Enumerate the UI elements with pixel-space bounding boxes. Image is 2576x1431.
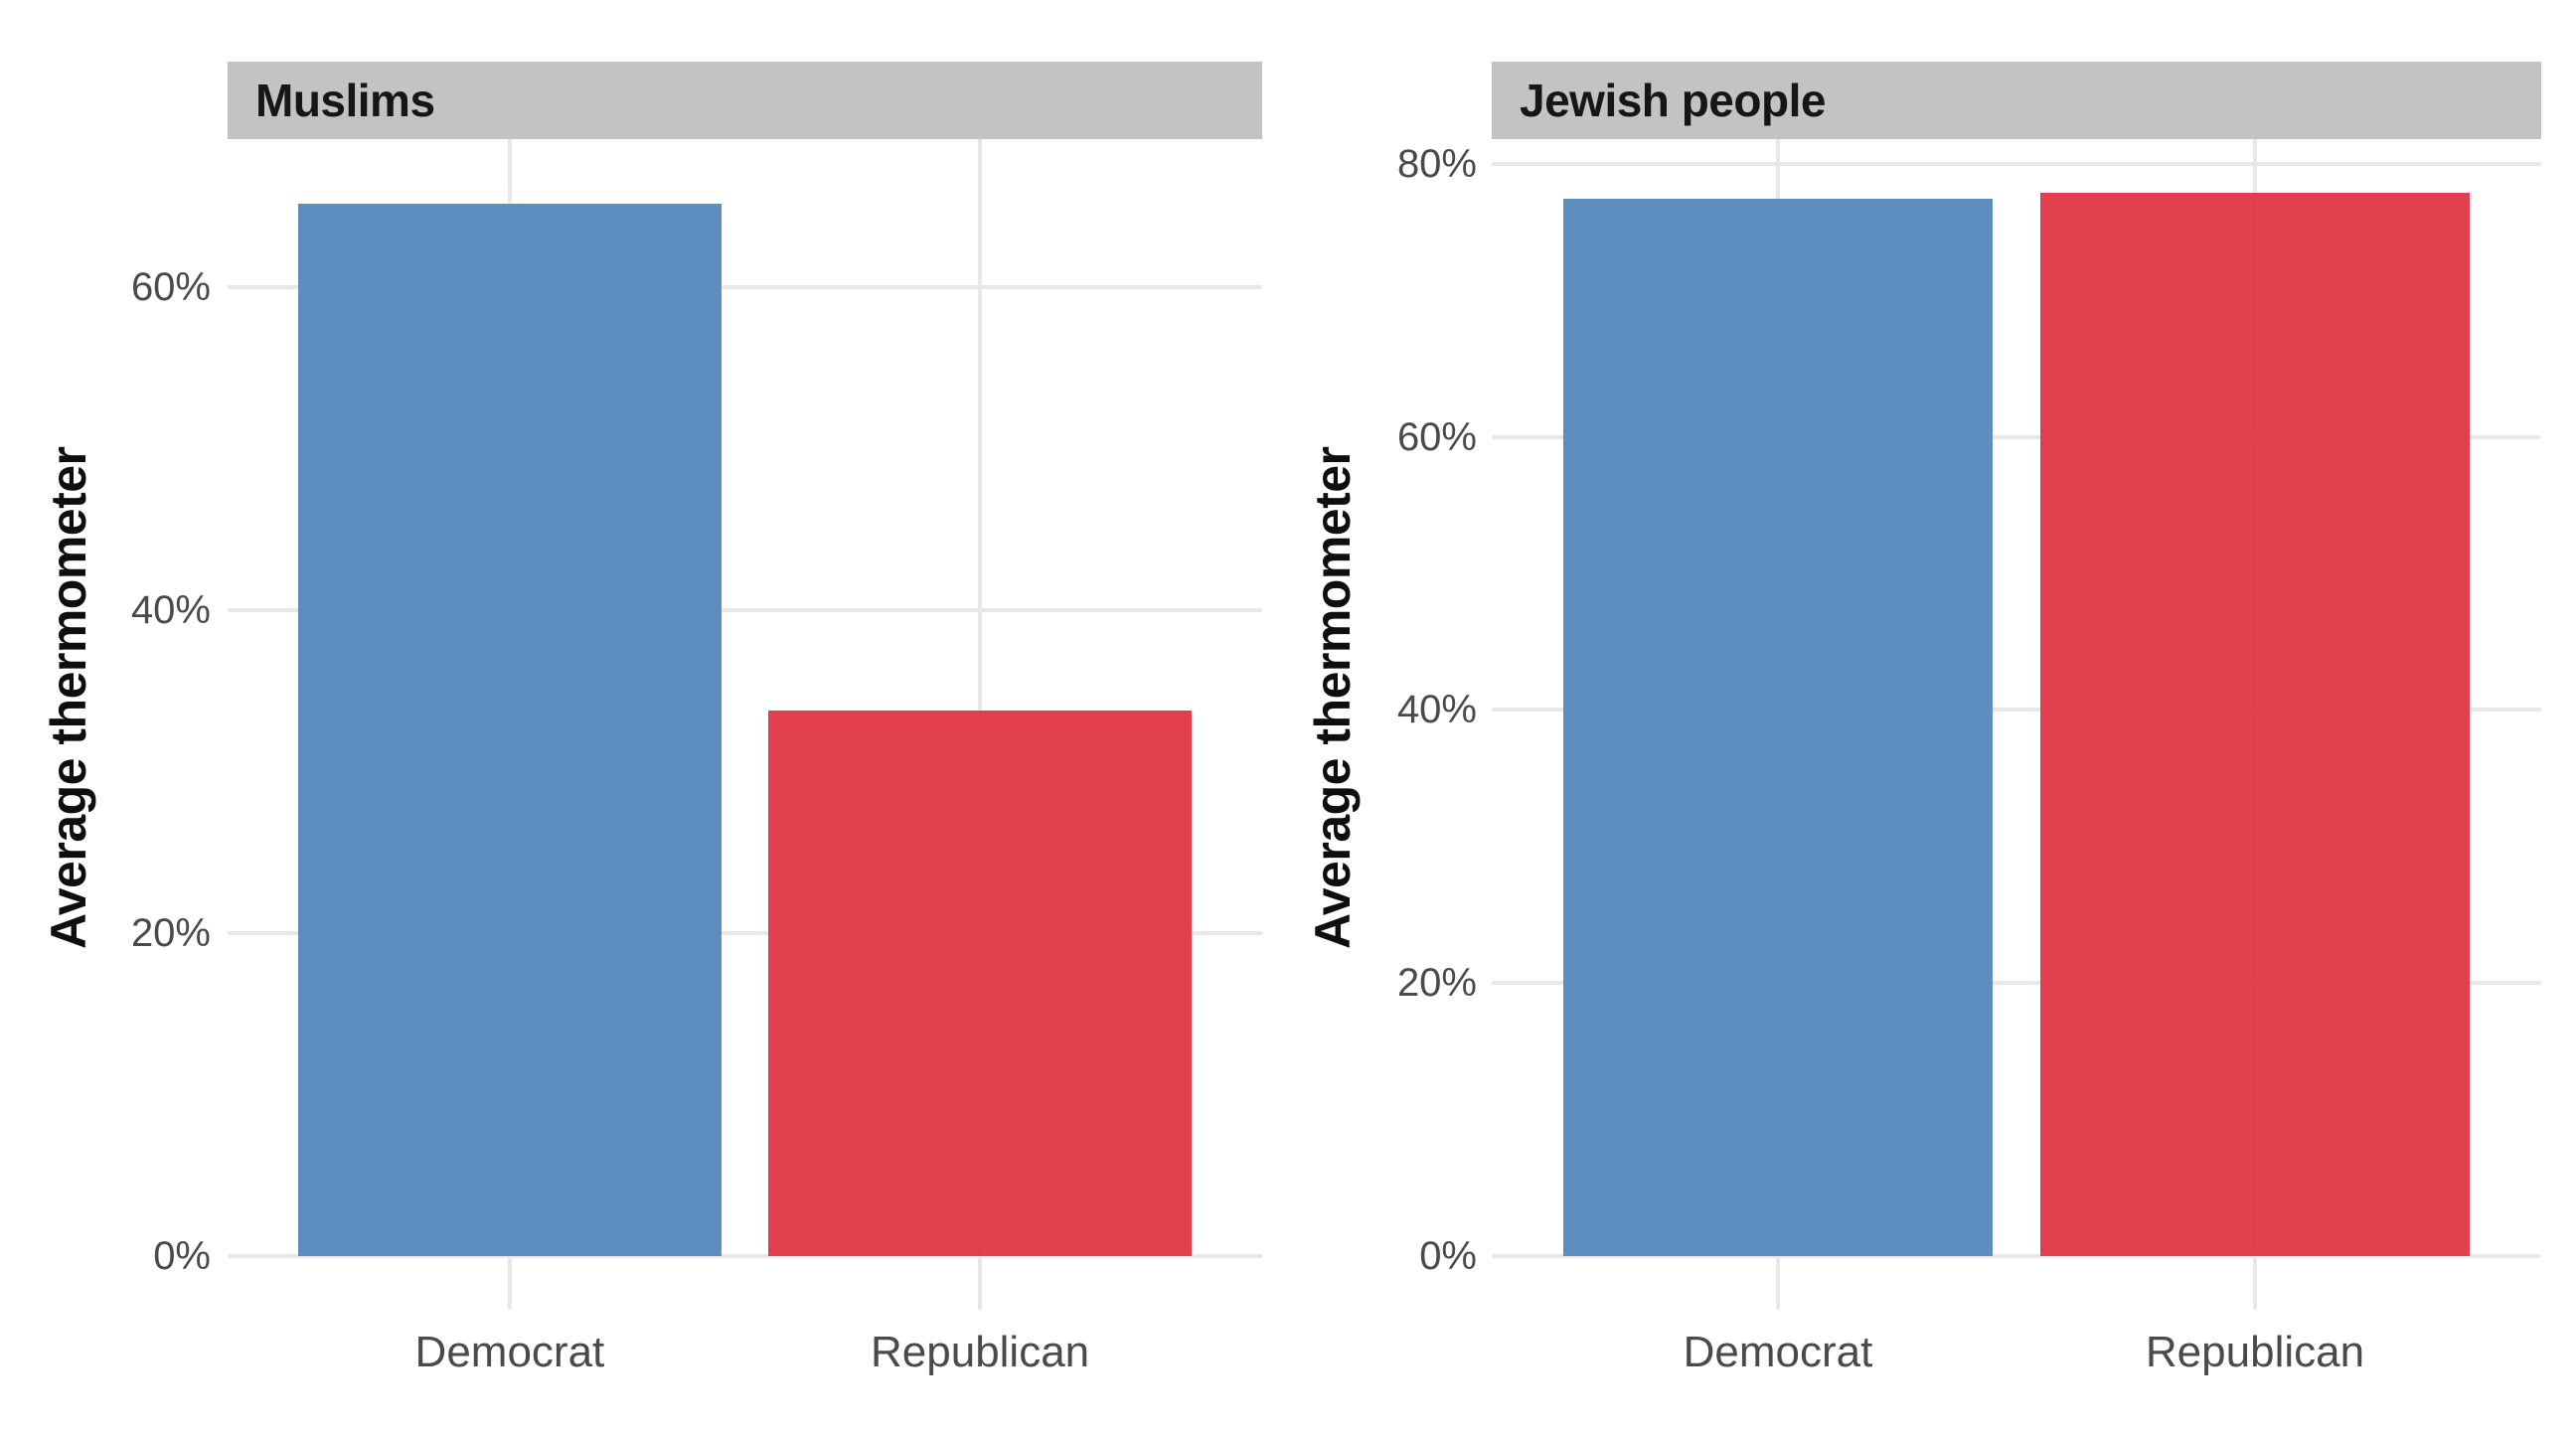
v-gridline	[507, 139, 512, 1256]
h-gridline	[228, 285, 1262, 290]
y-tick-label: 20%	[1396, 961, 1477, 1006]
facet-strip: Muslims	[228, 62, 1262, 139]
y-tick-label: 0%	[153, 1234, 211, 1278]
x-category-label: Democrat	[1683, 1328, 1873, 1376]
v-gridline	[1776, 139, 1780, 1256]
bar-republican	[768, 710, 1193, 1256]
h-gridline	[228, 1254, 1262, 1258]
v-gridline	[978, 139, 983, 1256]
facet-title: Jewish people	[1520, 75, 1826, 126]
y-tick-label: 40%	[130, 588, 211, 633]
plot-panel	[1492, 139, 2541, 1258]
x-axis-tick	[2252, 1258, 2257, 1310]
x-axis-tick	[978, 1258, 983, 1310]
x-category-label: Republican	[2145, 1328, 2365, 1376]
h-gridline	[1492, 708, 2541, 713]
y-axis-title: Average thermometer	[41, 446, 96, 949]
y-tick-label: 0%	[1419, 1234, 1477, 1278]
y-tick-label: 20%	[130, 911, 211, 956]
y-axis-title: Average thermometer	[1305, 446, 1361, 949]
x-axis-tick	[507, 1258, 512, 1310]
h-gridline	[1492, 981, 2541, 986]
y-tick-label: 60%	[1396, 414, 1477, 459]
plot-panel	[228, 139, 1262, 1258]
bar-democrat	[1563, 199, 1993, 1256]
y-tick-label: 60%	[130, 265, 211, 310]
x-axis-tick	[1776, 1258, 1780, 1310]
x-category-label: Democrat	[414, 1328, 605, 1376]
v-gridline	[2252, 139, 2257, 1256]
facet-title: Muslims	[255, 75, 435, 126]
y-tick-label: 80%	[1396, 141, 1477, 186]
h-gridline	[228, 931, 1262, 936]
h-gridline	[1492, 1254, 2541, 1258]
h-gridline	[228, 608, 1262, 613]
bar-republican	[2039, 192, 2470, 1256]
bar-democrat	[297, 203, 722, 1256]
h-gridline	[1492, 434, 2541, 439]
x-category-label: Republican	[871, 1328, 1090, 1376]
h-gridline	[1492, 161, 2541, 166]
facet-strip: Jewish people	[1492, 62, 2541, 139]
y-tick-label: 40%	[1396, 688, 1477, 732]
